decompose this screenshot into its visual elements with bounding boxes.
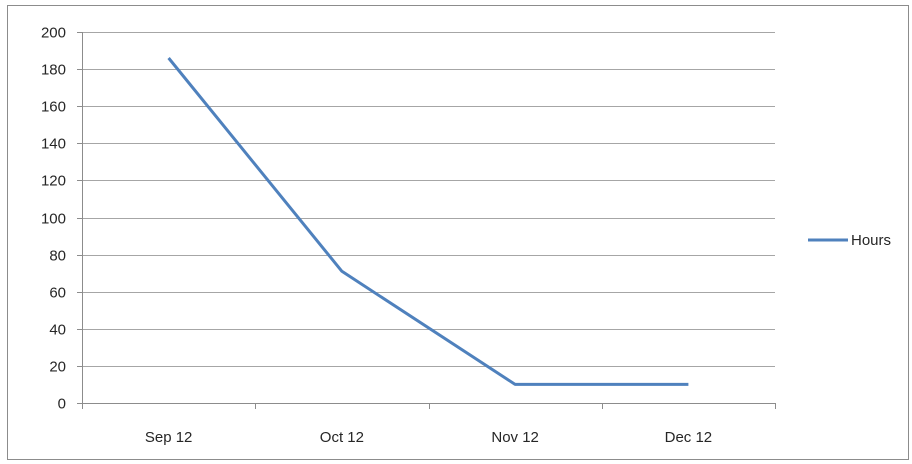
y-tick-label: 120 (41, 173, 66, 190)
x-tick-label: Sep 12 (145, 429, 193, 446)
series-lines (167, 57, 689, 386)
x-tick-label: Dec 12 (665, 429, 713, 446)
x-axis-tick-labels: Sep 12 Oct 12 Nov 12 Dec 12 (145, 429, 712, 446)
y-tick-label: 180 (41, 62, 66, 79)
chart-frame (7, 5, 909, 460)
axes (77, 32, 776, 409)
y-tick-label: 80 (49, 248, 66, 265)
y-tick-label: 20 (49, 359, 66, 376)
series-line-hours (167, 57, 689, 386)
y-tick-label: 160 (41, 99, 66, 116)
legend: Hours (808, 232, 891, 249)
x-tick-label: Oct 12 (320, 429, 364, 446)
y-tick-label: 40 (49, 322, 66, 339)
y-tick-label: 140 (41, 136, 66, 153)
y-tick-label: 200 (41, 25, 66, 42)
legend-label: Hours (851, 232, 891, 249)
y-tick-label: 0 (58, 396, 66, 413)
x-tick-label: Nov 12 (491, 429, 539, 446)
y-axis-tick-labels: 0 20 40 60 80 100 120 140 160 180 200 (41, 25, 66, 413)
y-tick-label: 60 (49, 285, 66, 302)
y-tick-label: 100 (41, 211, 66, 228)
gridlines (82, 32, 775, 367)
